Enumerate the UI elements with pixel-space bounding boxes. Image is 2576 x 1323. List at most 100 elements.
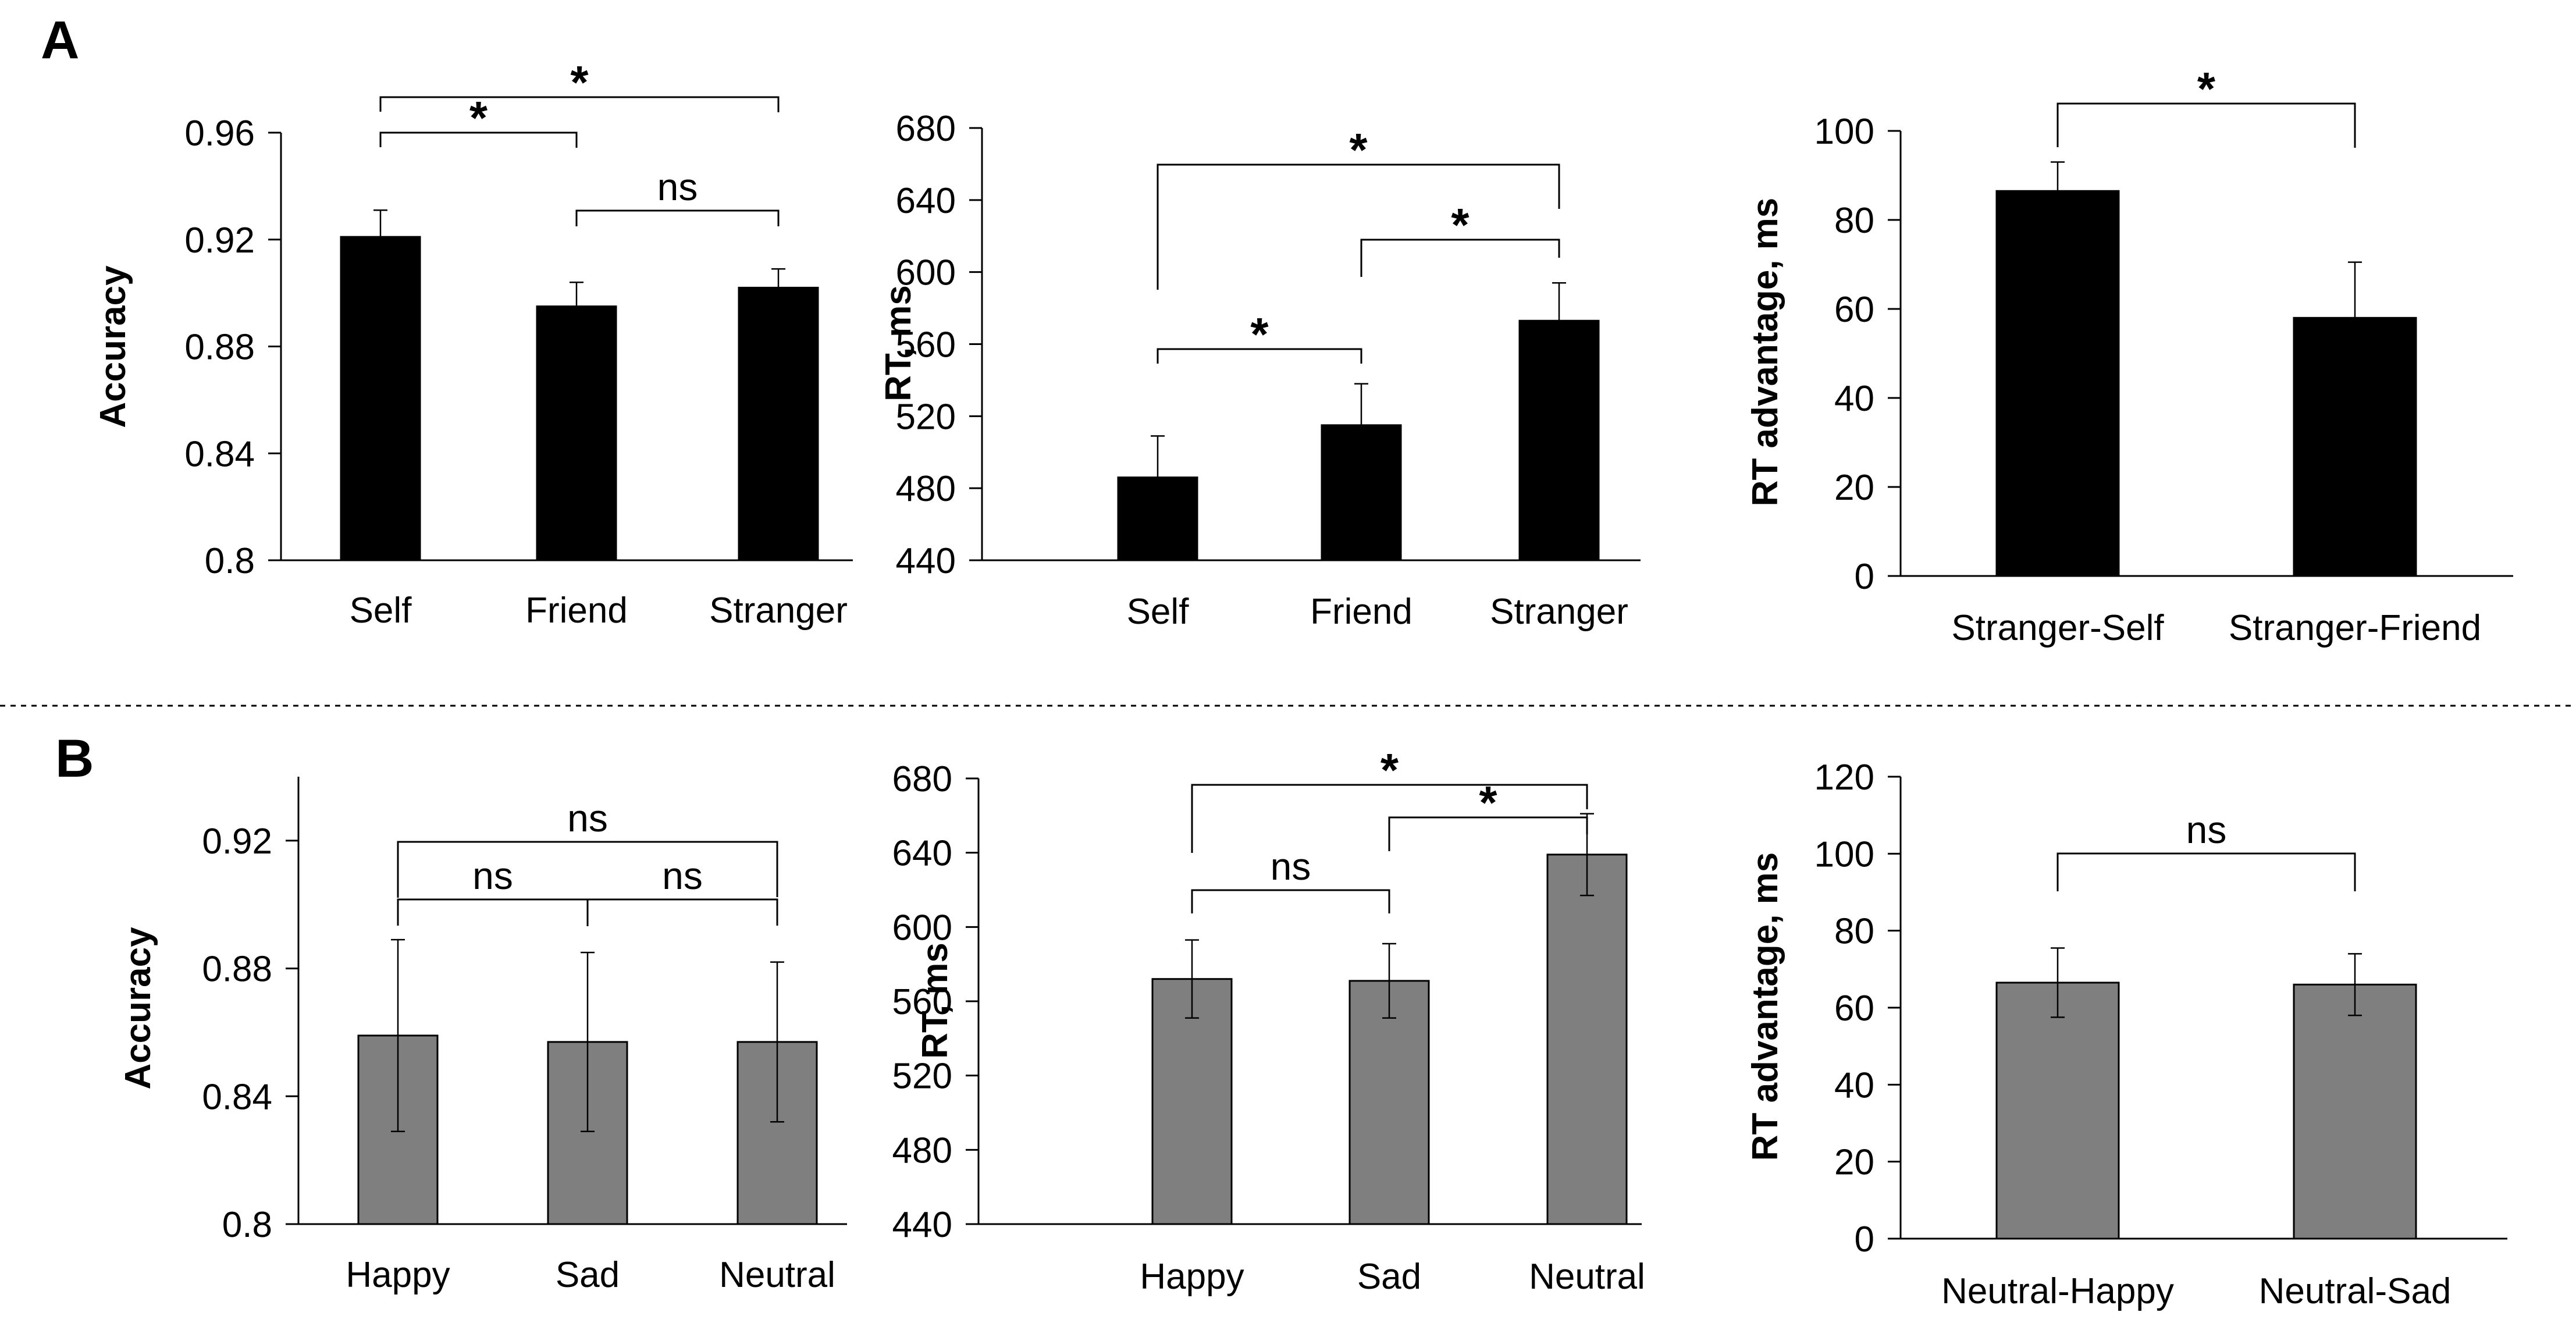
y-tick-label: 480: [896, 469, 956, 509]
significance-label: ns: [2186, 808, 2227, 851]
x-tick-label: Friend: [525, 591, 628, 631]
x-tick-label: Neutral-Happy: [1941, 1271, 2174, 1311]
bar: [1995, 981, 2120, 1240]
y-tick-label: 680: [892, 759, 952, 799]
y-tick-label: 80: [1834, 912, 1874, 952]
y-tick-label: 560: [896, 325, 956, 365]
y-axis-label: RT advantage, ms: [1745, 852, 1785, 1161]
significance-bracket: [397, 898, 589, 926]
y-tick-label: 440: [892, 1205, 952, 1245]
y-tick-label: 120: [1814, 757, 1874, 798]
x-tick-label: Neutral-Sad: [2259, 1271, 2452, 1311]
y-tick-label: 80: [1834, 201, 1874, 241]
y-tick-label: 0: [1855, 1219, 1874, 1260]
y-tick-label: 0.96: [184, 113, 255, 154]
y-tick-label: 480: [892, 1130, 952, 1171]
bar: [738, 286, 819, 561]
y-axis-label: RT, ms: [878, 285, 919, 401]
y-axis-label: Accuracy: [118, 927, 158, 1090]
bar: [1349, 980, 1430, 1225]
x-tick-label: Happy: [346, 1255, 450, 1295]
significance-bracket: [2056, 852, 2356, 891]
panel-label-a: A: [41, 10, 79, 70]
y-tick-label: 520: [896, 397, 956, 437]
y-tick-label: 0.8: [222, 1205, 272, 1245]
x-tick-label: Stranger-Friend: [2229, 608, 2481, 648]
y-tick-label: 640: [892, 834, 952, 874]
chart-b-rt: 440 480 520 560 600 640 680 RT, ms Happy Sad Neutr…: [892, 744, 1645, 1297]
bar: [2293, 983, 2417, 1240]
chart-a-rt: 440 480 520 560 600 640 680 RT, ms Self Friend Str…: [878, 109, 1641, 632]
significance-label: *: [469, 92, 488, 144]
significance-bracket: [1360, 239, 1560, 277]
x-tick-label: Sad: [1357, 1257, 1421, 1297]
significance-label: ns: [1271, 845, 1311, 888]
y-tick-label: 0.92: [184, 221, 255, 261]
y-tick-label: 60: [1834, 290, 1874, 330]
significance-label: ns: [662, 854, 703, 897]
x-tick-label: Stranger: [709, 591, 848, 631]
chart-a-accuracy: 0.8 0.84 0.88 0.92 0.96 Accuracy Self Friend Str…: [93, 56, 853, 631]
chart-a-rt-advantage: 0 20 40 60 80 100 RT advantage, ms Stranger-Sel…: [1745, 63, 2513, 648]
x-tick-label: Stranger: [1490, 592, 1628, 632]
x-tick-label: Sad: [556, 1255, 620, 1295]
y-tick-label: 0.84: [202, 1077, 272, 1117]
significance-label: *: [1380, 744, 1399, 796]
bar: [1518, 319, 1600, 561]
significance-bracket: [379, 96, 780, 112]
x-tick-label: Friend: [1310, 592, 1412, 632]
chart-b-accuracy: 0.8 0.84 0.88 0.92 Accuracy Happy Sad Neutral ns…: [118, 777, 847, 1295]
significance-bracket: [1191, 784, 1588, 853]
bar: [1151, 978, 1233, 1225]
y-tick-label: 560: [892, 982, 952, 1022]
y-axis-label: RT, ms: [915, 943, 955, 1059]
y-tick-label: 520: [892, 1057, 952, 1097]
significance-label: *: [1250, 308, 1269, 360]
significance-bracket: [1157, 163, 1560, 290]
x-tick-label: Self: [1127, 592, 1190, 632]
y-tick-label: 0.88: [184, 328, 255, 368]
y-tick-label: 440: [896, 541, 956, 581]
x-tick-label: Self: [350, 591, 412, 631]
significance-bracket: [397, 841, 778, 898]
y-tick-label: 40: [1834, 379, 1874, 419]
y-tick-label: 600: [892, 908, 952, 948]
y-tick-label: 0.88: [202, 949, 272, 990]
y-tick-label: 600: [896, 253, 956, 293]
panel-label-b: B: [55, 729, 94, 788]
significance-bracket: [1157, 348, 1362, 364]
significance-label: ns: [472, 854, 513, 897]
y-tick-label: 0: [1855, 557, 1874, 597]
significance-label: *: [570, 56, 589, 108]
y-tick-label: 100: [1814, 112, 1874, 152]
significance-bracket: [586, 898, 778, 926]
y-tick-label: 60: [1834, 988, 1874, 1029]
y-axis-label: Accuracy: [93, 265, 133, 428]
significance-label: *: [1349, 124, 1368, 176]
significance-label: *: [2197, 63, 2216, 115]
chart-b-rt-advantage: 0 20 40 60 80 100 120 RT advantage, ms Neutral-H…: [1745, 757, 2507, 1311]
y-tick-label: 680: [896, 109, 956, 149]
bar: [1995, 190, 2120, 577]
y-tick-label: 100: [1814, 834, 1874, 874]
y-tick-label: 20: [1834, 1143, 1874, 1183]
x-tick-label: Happy: [1140, 1257, 1244, 1297]
x-tick-label: Stranger-Self: [1951, 608, 2164, 648]
significance-label: *: [1451, 199, 1470, 251]
y-axis-label: RT advantage, ms: [1745, 198, 1785, 507]
bar: [1546, 853, 1628, 1225]
x-tick-label: Neutral: [1529, 1257, 1645, 1297]
y-tick-label: 0.8: [205, 541, 255, 581]
y-tick-label: 640: [896, 181, 956, 221]
significance-bracket: [1388, 816, 1588, 851]
significance-label: ns: [657, 165, 698, 208]
significance-label: ns: [567, 796, 608, 840]
bar: [536, 305, 617, 561]
y-tick-label: 40: [1834, 1065, 1874, 1105]
y-tick-label: 0.84: [184, 434, 255, 474]
significance-bracket: [1191, 889, 1390, 913]
y-tick-label: 20: [1834, 468, 1874, 508]
x-tick-label: Neutral: [719, 1255, 835, 1295]
significance-bracket: [2056, 102, 2356, 148]
